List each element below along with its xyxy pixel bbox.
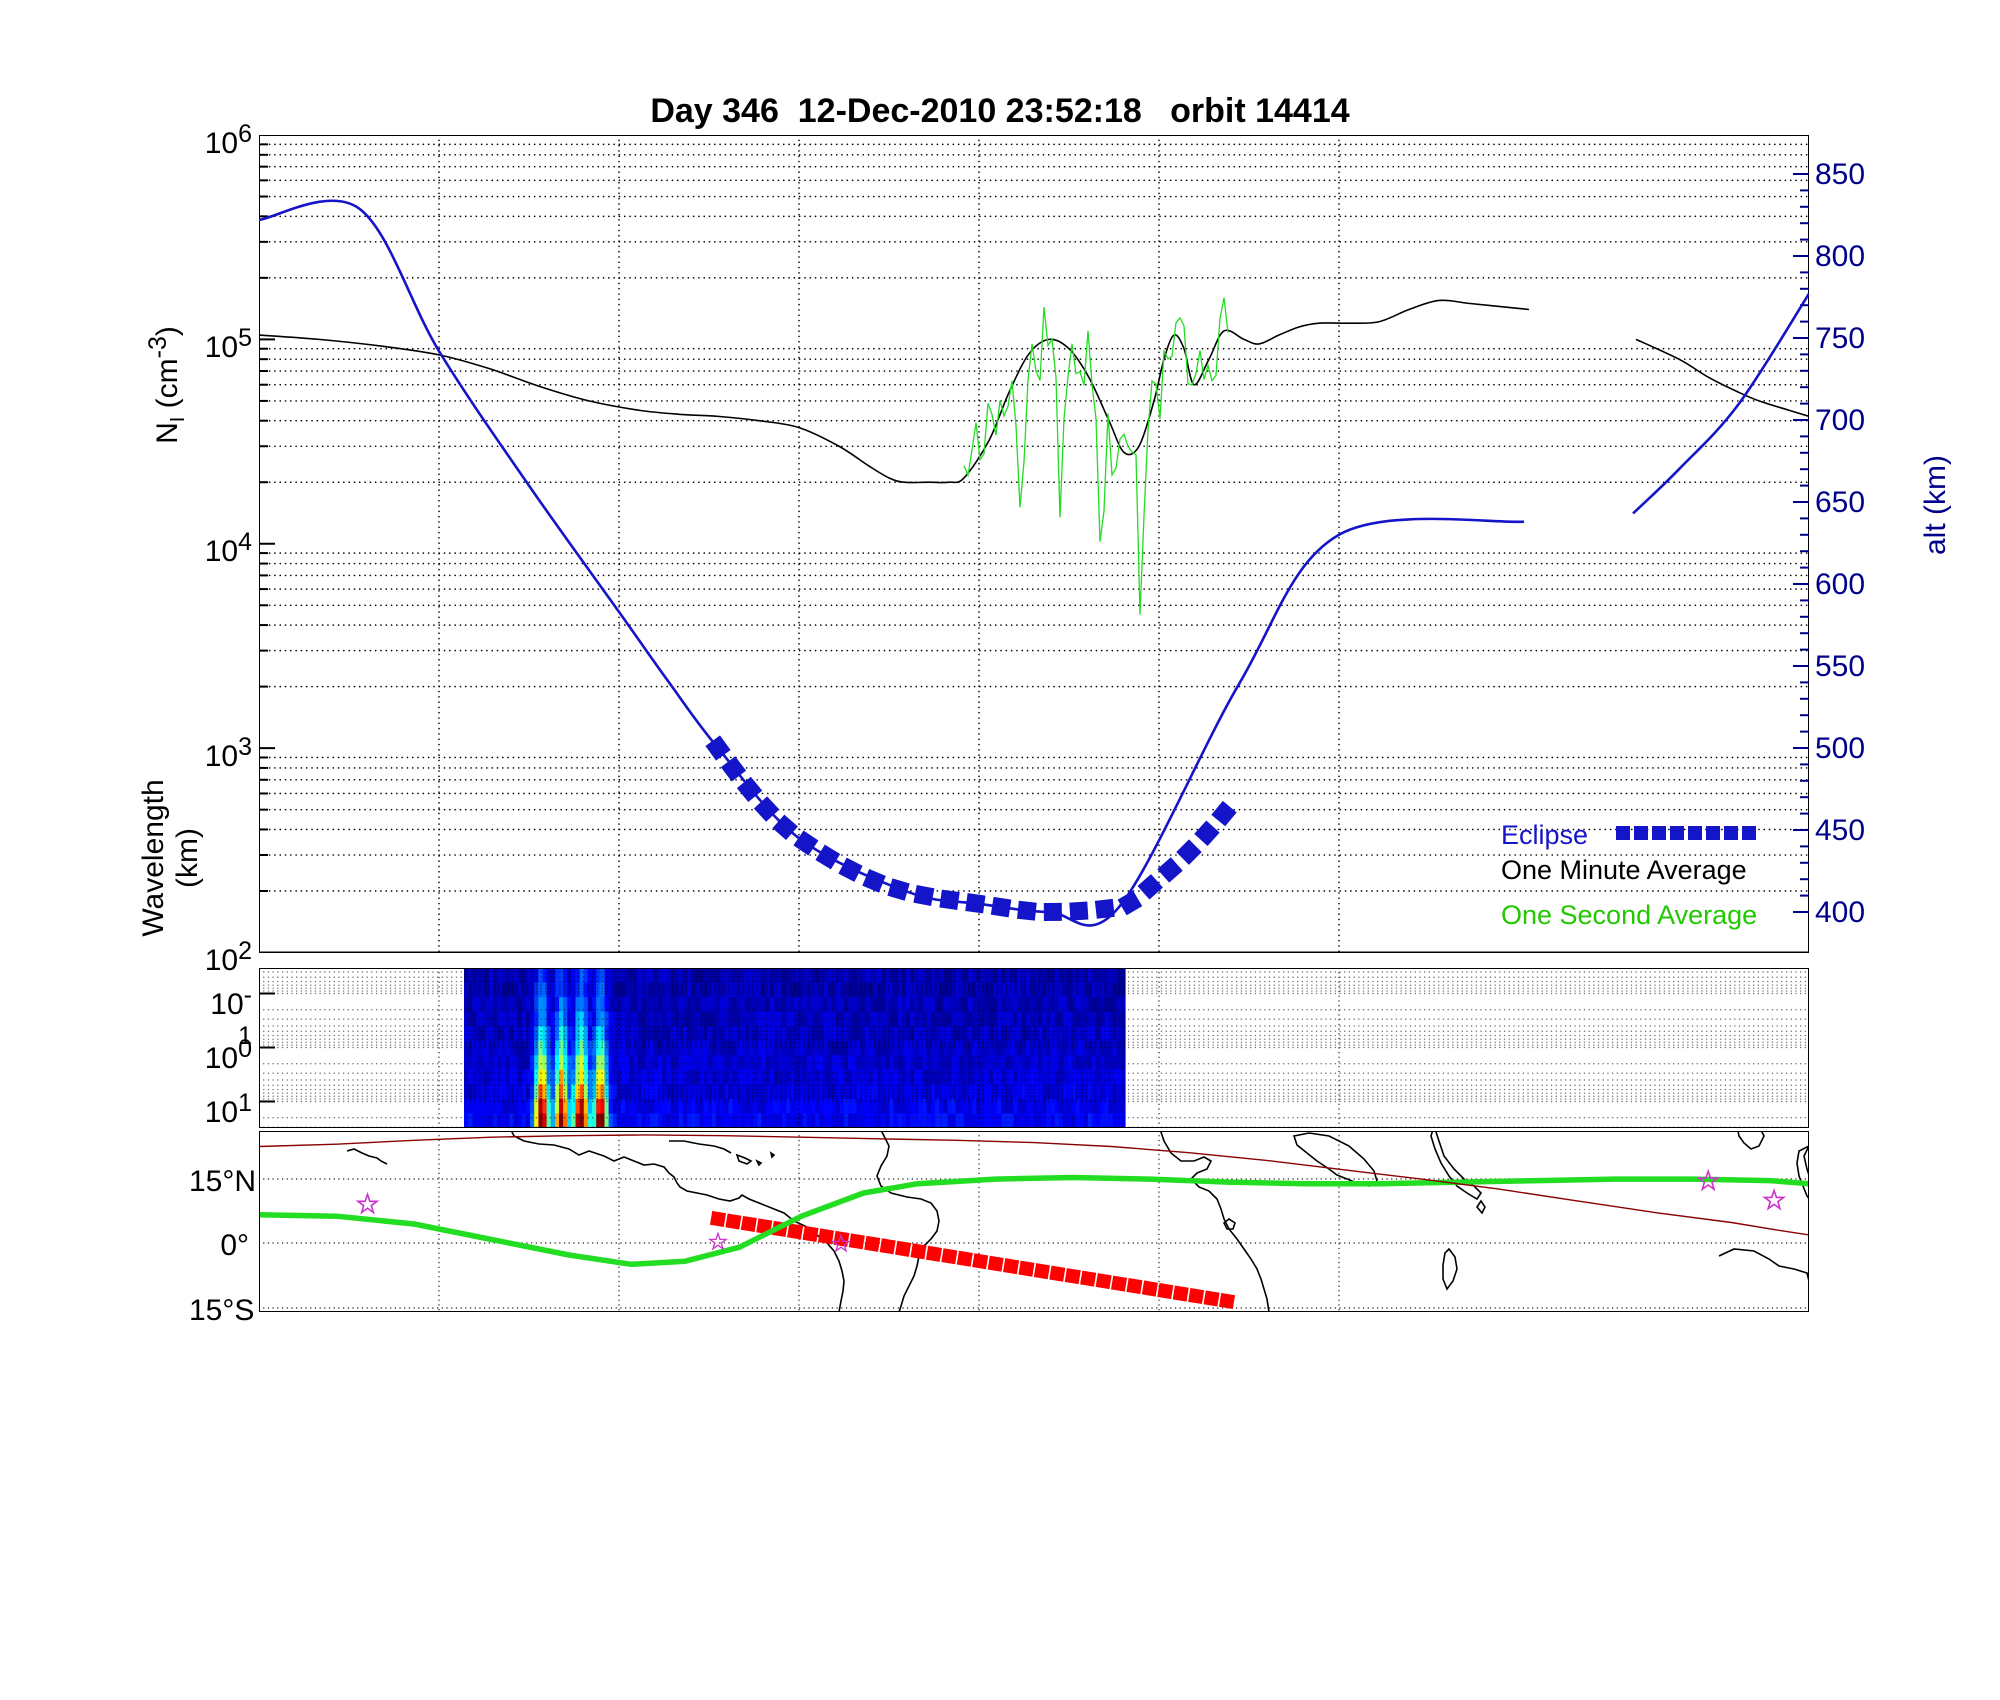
svg-text:Eclipse: Eclipse	[1501, 820, 1588, 850]
svg-text:One Second Average: One Second Average	[1501, 900, 1757, 930]
svg-text:One Minute Average: One Minute Average	[1501, 855, 1747, 885]
